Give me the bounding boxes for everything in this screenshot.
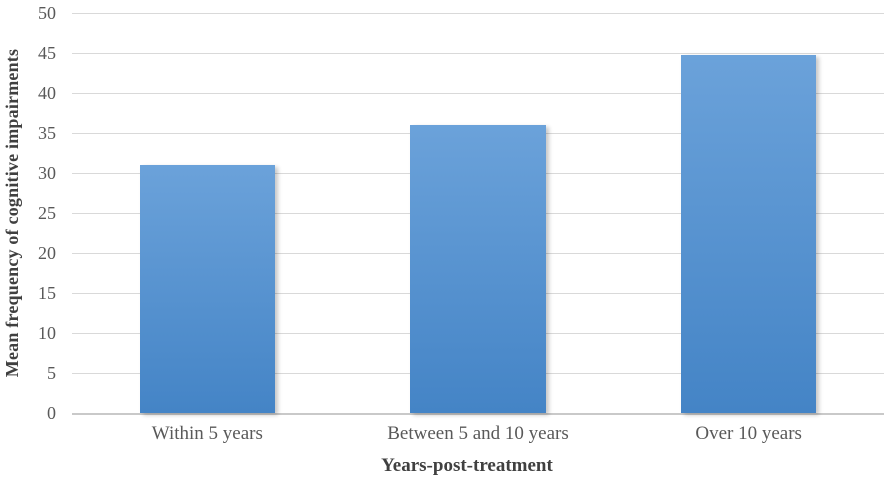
bar-between-5-and-10-years xyxy=(410,125,546,413)
gridline-45 xyxy=(72,52,884,54)
x-category-label-2: Between 5 and 10 years xyxy=(387,423,569,444)
x-category-label-1: Within 5 years xyxy=(151,423,263,444)
x-axis-category-labels: Within 5 years Between 5 and 10 years Over… xyxy=(72,421,884,447)
y-tick-label-15: 15 xyxy=(38,283,56,303)
x-axis-title: Years-post-treatment xyxy=(381,455,553,476)
y-tick-label-40: 40 xyxy=(38,83,56,103)
y-tick-label-10: 10 xyxy=(38,323,56,343)
x-category-label-3: Over 10 years xyxy=(695,423,802,444)
bar-over-10-years xyxy=(681,54,817,413)
y-tick-label-25: 25 xyxy=(38,203,56,223)
gridline-50 xyxy=(72,12,884,14)
y-tick-label-30: 30 xyxy=(38,163,56,183)
y-tick-label-5: 5 xyxy=(47,363,56,383)
y-tick-label-35: 35 xyxy=(38,123,56,143)
y-tick-label-20: 20 xyxy=(38,243,56,263)
y-tick-label-0: 0 xyxy=(47,403,56,423)
y-axis-tick-labels: 0 5 10 15 20 25 30 35 40 45 50 xyxy=(0,3,56,423)
bar-within-5-years xyxy=(139,165,275,413)
y-tick-label-50: 50 xyxy=(38,3,56,23)
y-tick-label-45: 45 xyxy=(38,43,56,63)
gridline-40 xyxy=(72,92,884,94)
plot-area xyxy=(72,12,884,415)
